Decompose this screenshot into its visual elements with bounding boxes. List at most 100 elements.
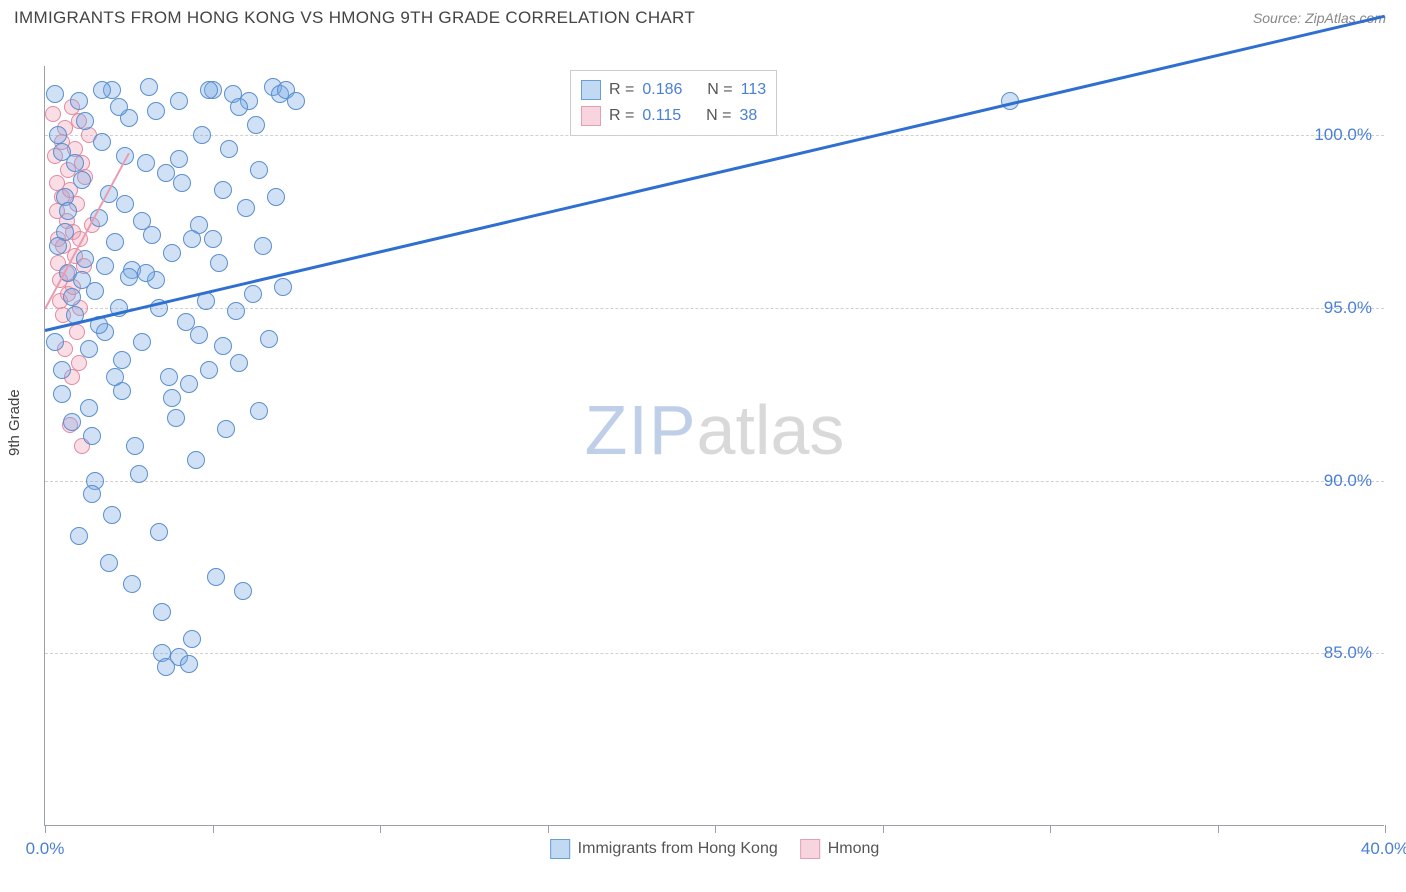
data-point bbox=[180, 375, 198, 393]
data-point bbox=[230, 354, 248, 372]
correlation-legend: R = 0.186 N = 113 R = 0.115 N = 38 bbox=[570, 70, 777, 136]
legend-row-hmong: R = 0.115 N = 38 bbox=[581, 103, 766, 129]
data-point bbox=[183, 630, 201, 648]
data-point bbox=[80, 340, 98, 358]
gridline bbox=[45, 653, 1384, 654]
y-tick-label: 95.0% bbox=[1324, 298, 1372, 318]
x-tick bbox=[1050, 825, 1051, 833]
data-point bbox=[76, 250, 94, 268]
x-tick bbox=[1385, 825, 1386, 833]
chart-title: IMMIGRANTS FROM HONG KONG VS HMONG 9TH G… bbox=[14, 8, 695, 28]
data-point bbox=[53, 385, 71, 403]
swatch-blue bbox=[550, 839, 570, 859]
data-point bbox=[220, 140, 238, 158]
data-point bbox=[250, 161, 268, 179]
chart-area: 9th Grade ZIPatlas R = 0.186 N = 113 R =… bbox=[0, 36, 1406, 892]
data-point bbox=[93, 81, 111, 99]
data-point bbox=[157, 164, 175, 182]
y-tick-label: 90.0% bbox=[1324, 471, 1372, 491]
data-point bbox=[234, 582, 252, 600]
swatch-pink bbox=[581, 106, 601, 126]
data-point bbox=[133, 212, 151, 230]
x-tick-label: 0.0% bbox=[26, 839, 65, 859]
data-point bbox=[66, 154, 84, 172]
data-point bbox=[83, 485, 101, 503]
data-point bbox=[133, 333, 151, 351]
data-point bbox=[137, 264, 155, 282]
data-point bbox=[183, 230, 201, 248]
data-point bbox=[63, 288, 81, 306]
y-tick-label: 100.0% bbox=[1314, 125, 1372, 145]
data-point bbox=[70, 527, 88, 545]
x-tick bbox=[1218, 825, 1219, 833]
data-point bbox=[254, 237, 272, 255]
data-point bbox=[267, 188, 285, 206]
x-tick bbox=[548, 825, 549, 833]
swatch-pink bbox=[800, 839, 820, 859]
x-tick-label: 40.0% bbox=[1361, 839, 1406, 859]
data-point bbox=[173, 174, 191, 192]
x-tick bbox=[213, 825, 214, 833]
data-point bbox=[153, 603, 171, 621]
data-point bbox=[140, 78, 158, 96]
data-point bbox=[200, 81, 218, 99]
data-point bbox=[163, 389, 181, 407]
x-tick bbox=[45, 825, 46, 833]
data-point bbox=[59, 202, 77, 220]
data-point bbox=[214, 337, 232, 355]
data-point bbox=[167, 409, 185, 427]
x-tick bbox=[380, 825, 381, 833]
data-point bbox=[207, 568, 225, 586]
data-point bbox=[150, 523, 168, 541]
data-point bbox=[83, 427, 101, 445]
data-point bbox=[200, 361, 218, 379]
data-point bbox=[274, 278, 292, 296]
data-point bbox=[244, 285, 262, 303]
data-point bbox=[49, 126, 67, 144]
data-point bbox=[204, 230, 222, 248]
data-point bbox=[180, 655, 198, 673]
data-point bbox=[210, 254, 228, 272]
data-point bbox=[106, 368, 124, 386]
data-point bbox=[193, 126, 211, 144]
data-point bbox=[116, 195, 134, 213]
data-point bbox=[46, 85, 64, 103]
data-point bbox=[113, 351, 131, 369]
x-tick bbox=[715, 825, 716, 833]
data-point bbox=[147, 102, 165, 120]
legend-item-hongkong: Immigrants from Hong Kong bbox=[550, 839, 778, 859]
data-point bbox=[130, 465, 148, 483]
data-point bbox=[187, 451, 205, 469]
data-point bbox=[96, 257, 114, 275]
data-point bbox=[170, 150, 188, 168]
y-tick-label: 85.0% bbox=[1324, 643, 1372, 663]
data-point bbox=[76, 112, 94, 130]
legend-item-hmong: Hmong bbox=[800, 839, 880, 859]
data-point bbox=[190, 326, 208, 344]
data-point bbox=[120, 268, 138, 286]
data-point bbox=[214, 181, 232, 199]
data-point bbox=[170, 92, 188, 110]
legend-row-hongkong: R = 0.186 N = 113 bbox=[581, 77, 766, 103]
data-point bbox=[287, 92, 305, 110]
data-point bbox=[93, 133, 111, 151]
data-point bbox=[247, 116, 265, 134]
data-point bbox=[123, 575, 141, 593]
gridline bbox=[45, 481, 1384, 482]
data-point bbox=[53, 361, 71, 379]
data-point bbox=[73, 271, 91, 289]
watermark: ZIPatlas bbox=[585, 390, 845, 470]
data-point bbox=[217, 420, 235, 438]
data-point bbox=[69, 324, 85, 340]
data-point bbox=[49, 237, 67, 255]
data-point bbox=[163, 244, 181, 262]
trend-line bbox=[45, 14, 1386, 331]
data-point bbox=[110, 98, 128, 116]
data-point bbox=[237, 199, 255, 217]
data-point bbox=[73, 171, 91, 189]
data-point bbox=[126, 437, 144, 455]
series-legend: Immigrants from Hong Kong Hmong bbox=[550, 839, 880, 859]
data-point bbox=[260, 330, 278, 348]
data-point bbox=[227, 302, 245, 320]
data-point bbox=[45, 106, 61, 122]
